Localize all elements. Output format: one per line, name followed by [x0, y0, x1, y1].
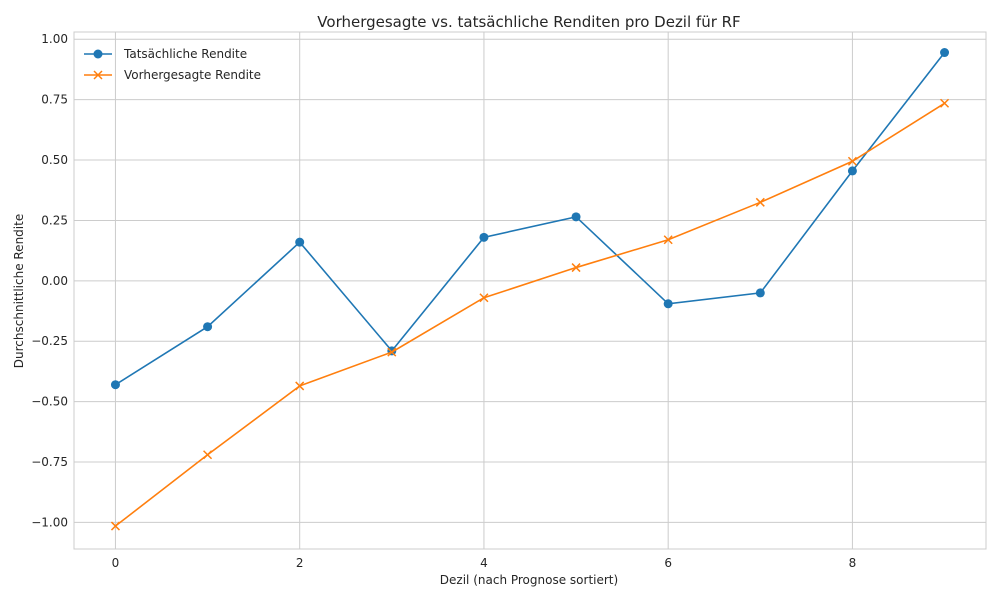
data-point: [387, 347, 397, 357]
legend-label: Tatsächliche Rendite: [123, 47, 247, 61]
data-point: [755, 197, 765, 207]
y-tick-label: 0.75: [41, 93, 68, 107]
legend-marker: [93, 49, 103, 59]
series-actual-return: [110, 48, 950, 390]
grid: [74, 32, 986, 549]
series-line: [115, 52, 946, 386]
data-point: [110, 380, 120, 390]
data-point: [847, 166, 857, 176]
y-tick-label: −0.50: [31, 395, 68, 409]
data-point: [940, 48, 950, 58]
legend-item: Vorhergesagte Rendite: [84, 68, 261, 82]
data-point: [479, 232, 489, 242]
y-axis-ticks: 1.00 0.75 0.50 0.25 0.00 −0.25 −0.50 −0.75 −1.00: [31, 32, 68, 529]
data-point: [571, 263, 581, 273]
y-tick-label: 1.00: [41, 32, 68, 46]
legend-label: Vorhergesagte Rendite: [124, 68, 261, 82]
series-line: [114, 102, 945, 527]
legend-marker: [93, 70, 103, 80]
y-tick-label: −1.00: [31, 515, 68, 529]
x-tick-label: 4: [480, 556, 488, 570]
x-tick-label: 6: [664, 556, 672, 570]
marker-x-stroke: [203, 450, 213, 460]
y-tick-label: −0.75: [31, 455, 68, 469]
data-point: [663, 235, 673, 245]
legend: Tatsächliche Rendite Vorhergesagte Rendit…: [84, 47, 261, 82]
series-predicted-return: [110, 98, 950, 531]
series-layer: [110, 48, 950, 531]
y-tick-label: −0.25: [31, 334, 68, 348]
x-axis-label: Dezil (nach Prognose sortiert): [440, 573, 618, 587]
marker-x-stroke: [295, 381, 305, 391]
y-tick-label: 0.25: [41, 213, 68, 227]
legend-item: Tatsächliche Rendite: [84, 47, 247, 61]
marker-x-stroke: [387, 347, 397, 357]
x-tick-label: 2: [296, 556, 304, 570]
marker-x-stroke: [571, 263, 581, 273]
data-point: [110, 521, 120, 531]
chart-title: Vorhergesagte vs. tatsächliche Renditen …: [317, 13, 740, 31]
marker-x-stroke: [847, 156, 857, 166]
x-tick-label: 8: [849, 556, 857, 570]
data-point: [940, 98, 950, 108]
y-axis-label: Durchschnittliche Rendite: [12, 214, 26, 368]
data-point: [755, 288, 765, 298]
x-tick-label: 0: [112, 556, 120, 570]
data-point: [847, 156, 857, 166]
marker-x-stroke: [93, 70, 103, 80]
data-point: [203, 450, 213, 460]
x-axis-ticks: 0 2 4 6 8: [112, 556, 857, 570]
data-point: [663, 299, 673, 309]
y-tick-label: 0.50: [41, 153, 68, 167]
plot-frame: [73, 31, 987, 550]
y-tick-label: 0.00: [41, 274, 68, 288]
marker-x-stroke: [663, 235, 673, 245]
data-point: [571, 212, 581, 222]
marker-x-stroke: [940, 98, 950, 108]
data-point: [295, 237, 305, 247]
marker-x-stroke: [110, 521, 120, 531]
data-point: [203, 322, 213, 332]
marker-x-stroke: [479, 293, 489, 303]
data-point: [295, 381, 305, 391]
marker-x-stroke: [755, 197, 765, 207]
data-point: [479, 293, 489, 303]
